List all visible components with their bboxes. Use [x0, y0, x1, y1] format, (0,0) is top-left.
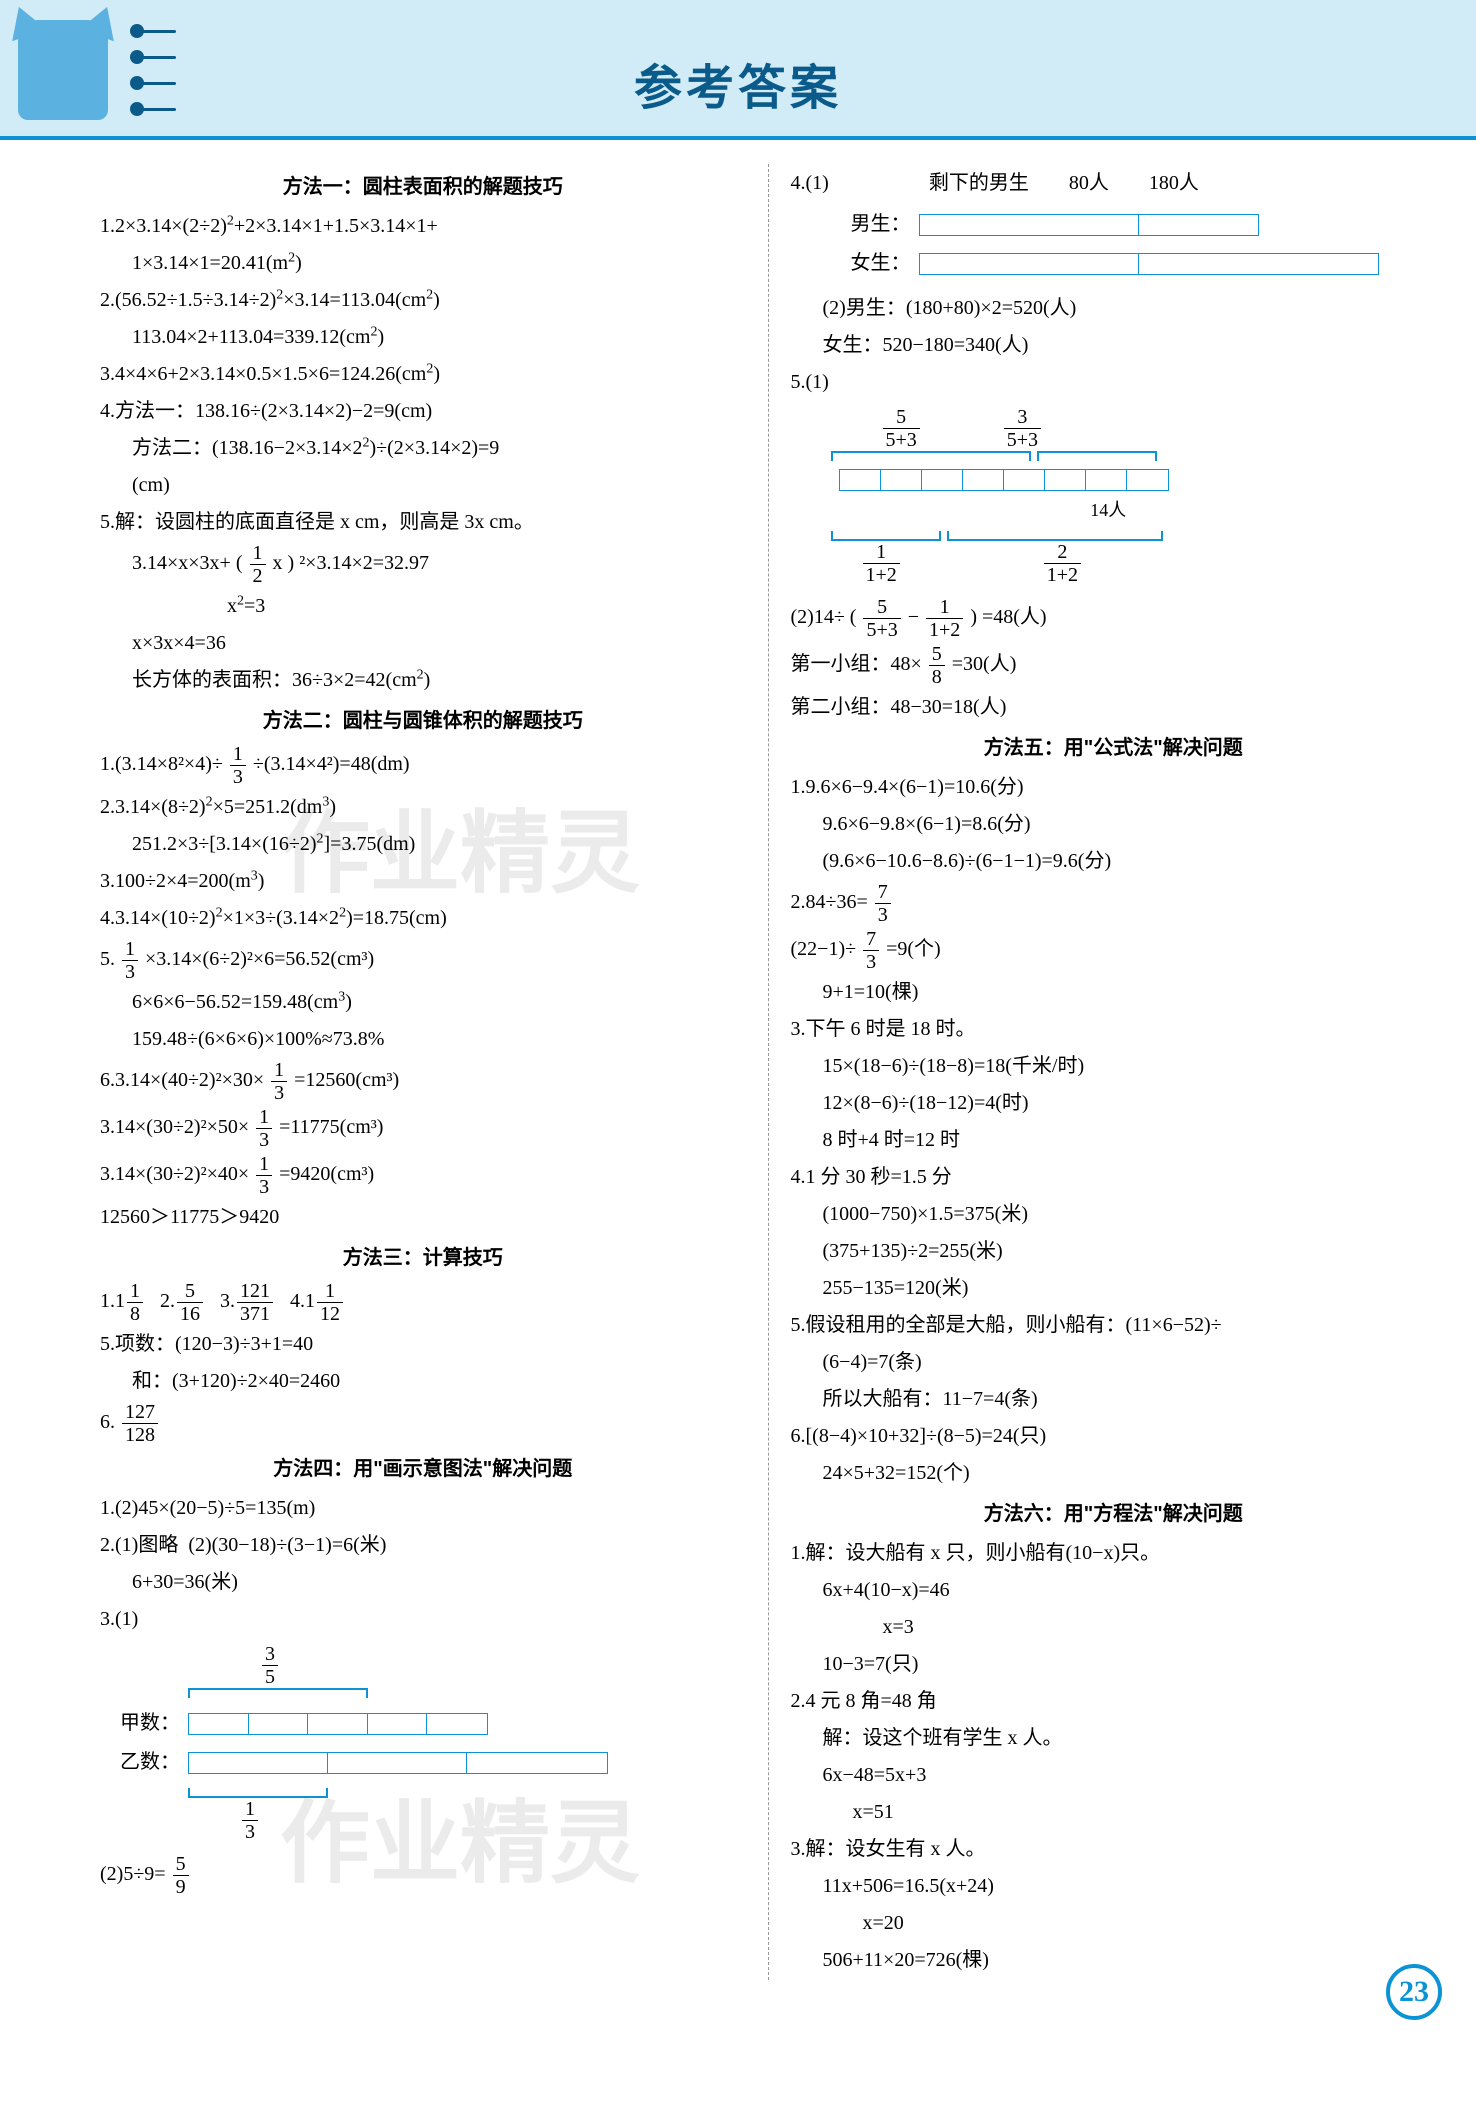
text-line: 4.1 分 30 秒=1.5 分: [791, 1160, 1437, 1195]
text-line: 5.(1): [791, 365, 1437, 400]
text-line: 4.方法一：138.16÷(2×3.14×2)−2=9(cm): [100, 394, 746, 429]
text-line: 12560＞11775＞9420: [100, 1200, 746, 1235]
text-line: 9+1=10(棵): [791, 975, 1437, 1010]
text-line: 5.解：设圆柱的底面直径是 x cm，则高是 3x cm。: [100, 505, 746, 540]
text-line: 5.项数：(120−3)÷3+1=40: [100, 1327, 746, 1362]
text-line: x2=3: [100, 589, 746, 624]
text-line: 女生：520−180=340(人): [791, 328, 1437, 363]
text-line: 2.3.14×(8÷2)2×5=251.2(dm3): [100, 790, 746, 825]
text-line: 1.9.6×6−9.4×(6−1)=10.6(分): [791, 770, 1437, 805]
text-line: 1.118 2.516 3.121371 4.1112: [100, 1280, 746, 1325]
text-line: 5.假设租用的全部是大船，则小船有：(11×6−52)÷: [791, 1308, 1437, 1343]
left-column: 方法一：圆柱表面积的解题技巧 1.2×3.14×(2÷2)2+2×3.14×1+…: [100, 164, 768, 1980]
text-line: 8 时+4 时=12 时: [791, 1123, 1437, 1158]
section-6-title: 方法六：用"方程法"解决问题: [791, 1497, 1437, 1532]
text-line: 1.2×3.14×(2÷2)2+2×3.14×1+1.5×3.14×1+: [100, 209, 746, 244]
content-area: 方法一：圆柱表面积的解题技巧 1.2×3.14×(2÷2)2+2×3.14×1+…: [0, 140, 1476, 2040]
text-line: 6. 127128: [100, 1401, 746, 1446]
text-line: 10−3=7(只): [791, 1647, 1437, 1682]
text-line: 3.4×4×6+2×3.14×0.5×1.5×6=124.26(cm2): [100, 357, 746, 392]
section-3-title: 方法三：计算技巧: [100, 1241, 746, 1276]
page-number: 23: [1386, 1964, 1442, 2020]
text-line: 1.(3.14×8²×4)÷ 13 ÷(3.14×4²)=48(dm): [100, 743, 746, 788]
page-title: 参考答案: [0, 0, 1476, 118]
text-line: x=20: [791, 1906, 1437, 1941]
text-line: x×3x×4=36: [100, 626, 746, 661]
diagram-3-1: 35 甲数： 乙数： 13: [120, 1643, 746, 1843]
text-line: x=3: [791, 1610, 1437, 1645]
text-line: 11x+506=16.5(x+24): [791, 1869, 1437, 1904]
text-line: 第二小组：48−30=18(人): [791, 690, 1437, 725]
text-line: 15×(18−6)÷(18−8)=18(千米/时): [791, 1049, 1437, 1084]
section-2-title: 方法二：圆柱与圆锥体积的解题技巧: [100, 704, 746, 739]
text-line: 6.[(8−4)×10+32]÷(8−5)=24(只): [791, 1419, 1437, 1454]
section-4-title: 方法四：用"画示意图法"解决问题: [100, 1452, 746, 1487]
text-line: 506+11×20=726(棵): [791, 1943, 1437, 1978]
mascot-icon: [18, 20, 108, 120]
right-column: 4.(1) 剩下的男生 80人 180人 男生： 女生： (2)男生：(18: [768, 164, 1437, 1980]
text-line: 12×(8−6)÷(18−12)=4(时): [791, 1086, 1437, 1121]
text-line: 4.3.14×(10÷2)2×1×3÷(3.14×22)=18.75(cm): [100, 901, 746, 936]
text-line: 1×3.14×1=20.41(m2): [100, 246, 746, 281]
section-5-title: 方法五：用"公式法"解决问题: [791, 731, 1437, 766]
page-header: 参考答案: [0, 0, 1476, 140]
text-line: (cm): [100, 468, 746, 503]
text-line: 所以大船有：11−7=4(条): [791, 1382, 1437, 1417]
text-line: 解：设这个班有学生 x 人。: [791, 1721, 1437, 1756]
diagram-5-1: 55+3 35+3 14人 1: [811, 406, 1437, 586]
text-line: 和：(3+120)÷2×40=2460: [100, 1364, 746, 1399]
text-line: 113.04×2+113.04=339.12(cm2): [100, 320, 746, 355]
text-line: 1.(2)45×(20−5)÷5=135(m): [100, 1491, 746, 1526]
text-line: 6+30=36(米): [100, 1565, 746, 1600]
text-line: 3.100÷2×4=200(m3): [100, 864, 746, 899]
text-line: 4.(1) 剩下的男生 80人 180人: [791, 166, 1437, 201]
text-line: 方法二：(138.16−2×3.14×22)÷(2×3.14×2)=9: [100, 431, 746, 466]
text-line: 159.48÷(6×6×6)×100%≈73.8%: [100, 1022, 746, 1057]
text-line: (2)14÷ ( 55+3 − 11+2 ) =48(人): [791, 596, 1437, 641]
text-line: 6x+4(10−x)=46: [791, 1573, 1437, 1608]
text-line: 6x−48=5x+3: [791, 1758, 1437, 1793]
text-line: 255−135=120(米): [791, 1271, 1437, 1306]
text-line: 2.(1)图略 (2)(30−18)÷(3−1)=6(米): [100, 1528, 746, 1563]
text-line: (2)5÷9= 59: [100, 1853, 746, 1898]
text-line: 3.解：设女生有 x 人。: [791, 1832, 1437, 1867]
text-line: 251.2×3÷[3.14×(16÷2)2]=3.75(dm): [100, 827, 746, 862]
text-line: (375+135)÷2=255(米): [791, 1234, 1437, 1269]
text-line: 24×5+32=152(个): [791, 1456, 1437, 1491]
text-line: 第一小组：48× 58 =30(人): [791, 643, 1437, 688]
text-line: 3.(1): [100, 1602, 746, 1637]
text-line: 2.4 元 8 角=48 角: [791, 1684, 1437, 1719]
text-line: 5. 13 ×3.14×(6÷2)²×6=56.52(cm³): [100, 938, 746, 983]
section-1-title: 方法一：圆柱表面积的解题技巧: [100, 170, 746, 205]
text-line: (22−1)÷ 73 =9(个): [791, 928, 1437, 973]
text-line: x=51: [791, 1795, 1437, 1830]
fraction: 12: [250, 542, 266, 587]
text-line: 长方体的表面积：36÷3×2=42(cm2): [100, 663, 746, 698]
text-line: 2.84÷36= 73: [791, 881, 1437, 926]
diagram-4-1: 男生： 女生：: [851, 207, 1437, 281]
text-line: 6×6×6−56.52=159.48(cm3): [100, 985, 746, 1020]
text-line: (1000−750)×1.5=375(米): [791, 1197, 1437, 1232]
text-line: 3.14×(30÷2)²×50× 13 =11775(cm³): [100, 1106, 746, 1151]
text-line: 6.3.14×(40÷2)²×30× 13 =12560(cm³): [100, 1059, 746, 1104]
binding-holes: [130, 12, 144, 128]
text-line: 1.解：设大船有 x 只，则小船有(10−x)只。: [791, 1536, 1437, 1571]
text-line: 9.6×6−9.8×(6−1)=8.6(分): [791, 807, 1437, 842]
text-line: (6−4)=7(条): [791, 1345, 1437, 1380]
text-line: (2)男生：(180+80)×2=520(人): [791, 291, 1437, 326]
text-line: (9.6×6−10.6−8.6)÷(6−1−1)=9.6(分): [791, 844, 1437, 879]
text-line: 3.14×(30÷2)²×40× 13 =9420(cm³): [100, 1153, 746, 1198]
text-line: 3.下午 6 时是 18 时。: [791, 1012, 1437, 1047]
text-line: 2.(56.52÷1.5÷3.14÷2)2×3.14=113.04(cm2): [100, 283, 746, 318]
text-line: 3.14×x×3x+ ( 12 x ) ²×3.14×2=32.97: [100, 542, 746, 587]
